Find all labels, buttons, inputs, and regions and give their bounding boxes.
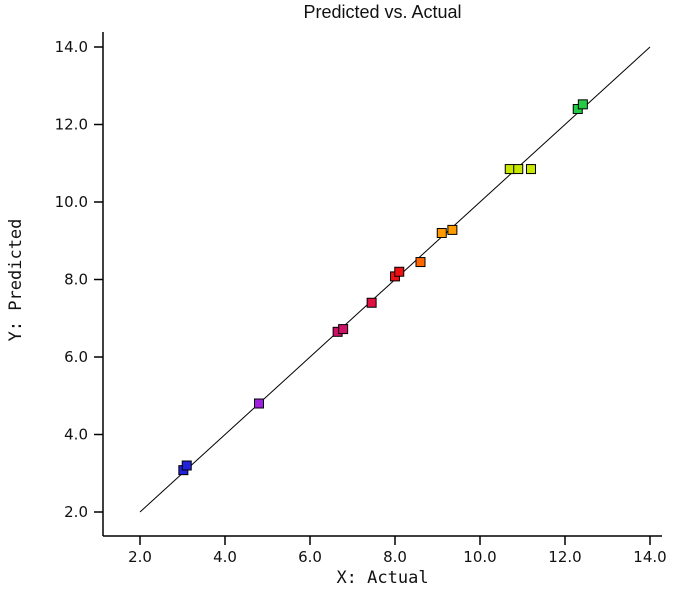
- data-point: [513, 164, 524, 175]
- chart-title: Predicted vs. Actual: [303, 2, 462, 22]
- x-tick-label: 2.0: [128, 548, 152, 566]
- data-point: [447, 224, 458, 235]
- y-tick-label: 10.0: [55, 193, 88, 211]
- data-point: [181, 460, 192, 471]
- y-tick-label: 14.0: [55, 38, 88, 56]
- y-tick-label: 8.0: [64, 271, 88, 289]
- x-axis-label: X: Actual: [336, 568, 429, 588]
- x-tick-label: 12.0: [548, 548, 581, 566]
- y-tick-label: 4.0: [64, 426, 88, 444]
- y-tick-label: 6.0: [64, 348, 88, 366]
- x-tick-label: 6.0: [298, 548, 322, 566]
- y-tick-label: 2.0: [64, 503, 88, 521]
- x-tick-label: 14.0: [633, 548, 666, 566]
- x-tick-label: 4.0: [213, 548, 237, 566]
- data-point: [415, 257, 426, 268]
- x-tick-label: 8.0: [383, 548, 407, 566]
- x-tick-label: 10.0: [463, 548, 496, 566]
- data-point: [394, 266, 405, 277]
- data-point: [504, 164, 515, 175]
- data-point: [254, 398, 264, 409]
- data-point: [436, 228, 447, 238]
- data-point: [366, 297, 377, 308]
- y-tick-label: 12.0: [55, 116, 88, 134]
- data-point: [338, 324, 349, 335]
- data-point: [526, 164, 536, 175]
- data-point: [577, 99, 588, 110]
